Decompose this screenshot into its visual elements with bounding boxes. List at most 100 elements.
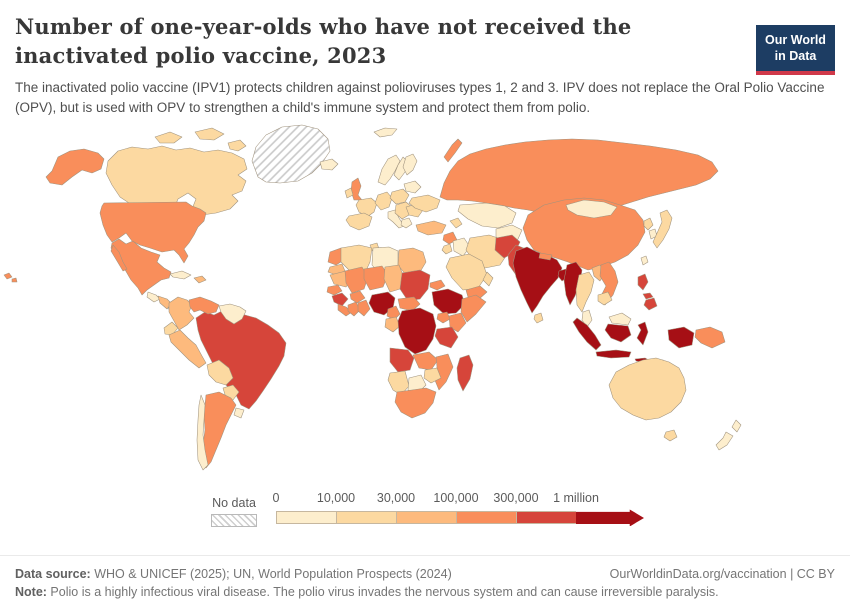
owid-logo[interactable]: Our World in Data [756,25,835,75]
country-oman[interactable] [482,272,494,287]
legend-color-segment[interactable] [456,511,516,525]
country-norway[interactable] [377,155,401,186]
country-indonesia[interactable] [636,322,649,346]
country-guinea[interactable] [331,293,349,307]
country-svalbard[interactable] [373,128,398,138]
country-mongolia[interactable] [565,200,618,219]
country-russia[interactable] [439,139,719,219]
country-philippines[interactable] [643,298,658,311]
country-japan[interactable] [652,210,673,249]
country-russia[interactable] [443,139,463,163]
country-taiwan[interactable] [640,256,649,266]
country-guyanas[interactable] [218,304,247,325]
country-uganda[interactable] [436,312,451,324]
country-cameroon[interactable] [386,306,401,321]
country-cuba[interactable] [169,271,192,280]
country-kenya[interactable] [448,313,467,333]
country-hawaii[interactable] [11,278,18,283]
country-new-zealand[interactable] [715,432,734,451]
country-colombia[interactable] [168,297,195,331]
country-finland[interactable] [402,154,418,176]
country-ghana-togo-benin[interactable] [357,300,371,317]
country-indonesia[interactable] [667,327,695,349]
country-cambodia[interactable] [597,292,613,306]
country-iberia[interactable] [345,213,373,231]
legend-color-segment[interactable] [276,511,336,525]
legend-no-data[interactable]: No data [211,496,257,528]
country-zambia[interactable] [412,352,439,371]
country-alaska[interactable] [45,149,105,186]
country-mexico[interactable] [110,239,172,296]
country-iraq[interactable] [452,238,471,257]
country-canada[interactable] [154,132,183,144]
country-drc[interactable] [397,308,437,355]
country-bolivia[interactable] [206,360,234,386]
country-canada[interactable] [194,128,225,141]
country-greenland[interactable] [251,125,331,184]
country-burkina-faso[interactable] [349,291,366,304]
country-chile[interactable] [196,395,209,471]
country-madagascar[interactable] [456,355,474,392]
country-car[interactable] [397,297,421,312]
country-nepal[interactable] [538,253,553,261]
country-uruguay[interactable] [233,408,245,419]
legend-color-segment[interactable] [336,511,396,525]
country-north-korea[interactable] [643,218,654,231]
country-ethiopia[interactable] [431,289,466,315]
country-somalia[interactable] [460,295,487,323]
country-indonesia[interactable] [604,324,632,343]
country-mexico[interactable] [110,245,128,272]
country-peru[interactable] [168,330,207,369]
country-philippines[interactable] [642,293,654,300]
country-hispaniola[interactable] [193,276,207,284]
country-australia[interactable] [663,430,678,442]
country-france[interactable] [355,198,378,218]
country-greece[interactable] [400,218,413,229]
country-caucasus[interactable] [449,218,463,229]
country-philippines[interactable] [637,274,649,291]
country-malaysia[interactable] [608,313,632,326]
country-hawaii[interactable] [3,273,13,280]
country-niger[interactable] [363,266,389,291]
country-uk[interactable] [350,178,363,201]
country-gabon-congo[interactable] [384,317,401,333]
country-argentina[interactable] [200,392,237,469]
country-mali[interactable] [344,267,369,294]
country-germany[interactable] [374,192,393,211]
country-myanmar[interactable] [563,262,583,306]
country-sudan[interactable] [399,270,431,302]
country-indonesia[interactable] [572,318,602,351]
country-baltics[interactable] [403,181,422,194]
country-jordan-israel[interactable] [441,244,453,255]
country-papua-new-guinea[interactable] [694,327,726,349]
country-iceland[interactable] [319,159,339,171]
owid-citation-link[interactable]: OurWorldinData.org/vaccination | CC BY [609,566,835,581]
country-tanzania[interactable] [434,327,459,349]
country-ecuador[interactable] [163,322,179,336]
country-ivory-coast[interactable] [347,302,361,317]
country-indonesia[interactable] [595,350,632,359]
country-australia[interactable] [608,358,687,421]
country-eritrea[interactable] [429,280,446,291]
country-ukraine[interactable] [408,195,441,213]
country-zimbabwe[interactable] [423,368,442,384]
country-new-zealand[interactable] [731,420,742,433]
country-malaysia[interactable] [581,310,593,328]
legend-color-segment[interactable] [516,511,576,525]
country-sri-lanka[interactable] [533,313,544,324]
country-kazakhstan[interactable] [457,203,517,229]
country-usa[interactable] [99,202,207,264]
country-turkey[interactable] [415,221,447,236]
country-sierra-leone-liberia[interactable] [337,304,353,317]
country-south-africa[interactable] [394,388,437,419]
country-canada[interactable] [227,140,247,152]
country-guatemala[interactable] [146,292,161,303]
country-venezuela[interactable] [188,297,220,315]
legend-color-segment-arrow[interactable] [576,509,644,527]
country-angola[interactable] [389,348,415,373]
country-senegal[interactable] [326,285,343,296]
country-poland[interactable] [389,189,410,205]
country-ireland[interactable] [344,188,354,199]
country-thailand[interactable] [575,272,595,313]
legend-color-segment[interactable] [396,511,456,525]
